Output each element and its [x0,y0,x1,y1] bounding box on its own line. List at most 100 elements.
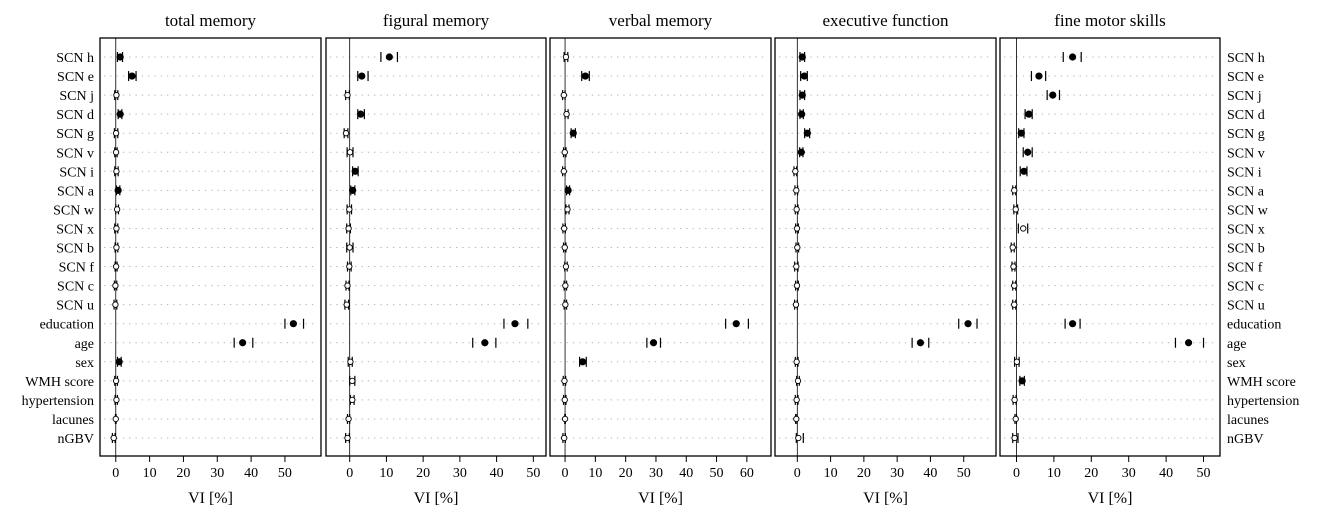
point-scn-f [1010,263,1017,270]
x-axis-title: VI [%] [1088,490,1133,507]
point-wmh-score [561,377,568,384]
x-tick-label: 60 [740,466,754,481]
point-scn-b [561,244,568,251]
row-label-right-scn-h: SCN h [1227,51,1265,66]
point-age [916,339,925,347]
point-scn-j [798,91,806,99]
x-axis-title: VI [%] [414,490,459,507]
row-label-right-education: education [1227,318,1281,333]
point-age [1184,339,1193,347]
row-label-left-lacunes: lacunes [52,413,94,428]
point-age [649,339,658,347]
point-scn-e [800,72,808,80]
point-scn-h [798,53,806,61]
point-education [289,320,297,328]
x-tick-label: 0 [1013,466,1020,481]
row-label-left-age: age [75,337,94,352]
x-tick-label: 0 [794,466,801,481]
panel-frame [774,37,997,457]
point-scn-i [792,168,799,175]
point-scn-v [346,149,354,156]
row-label-left-scn-u: SCN u [56,299,94,314]
row-label-left-scn-v: SCN v [56,146,94,161]
point-scn-a [349,186,357,194]
point-scn-g [569,129,577,137]
row-label-right-scn-f: SCN f [1227,261,1263,276]
point-wmh-score [1018,377,1026,385]
point-scn-h [1068,53,1077,61]
x-axis-title: VI [%] [863,490,908,507]
point-scn-d [357,110,365,118]
point-sex [1013,358,1021,365]
panel-title: verbal memory [609,11,713,30]
point-scn-h [116,53,124,61]
point-scn-j [344,91,351,99]
x-tick-label: 0 [346,466,353,481]
x-tick-label: 0 [562,466,569,481]
point-scn-g [1017,129,1025,137]
panel-title: figural memory [383,11,490,30]
x-tick-label: 10 [588,466,602,481]
point-scn-e [358,72,366,80]
point-scn-g [112,130,120,137]
point-scn-e [581,72,589,80]
point-ngbv [795,434,802,442]
x-tick-label: 20 [619,466,633,481]
point-scn-x [345,225,352,232]
point-scn-x [1020,225,1027,232]
row-label-right-scn-e: SCN e [1227,70,1264,85]
x-tick-label: 10 [824,466,838,481]
row-label-right-scn-j: SCN j [1227,89,1262,104]
left-row-labels: SCN h SCN e SCN j SCN d SCN g SCN v SCN i SCN a… [22,51,95,447]
x-tick-label: 50 [957,466,971,481]
point-scn-w [113,206,121,213]
x-tick-label: 20 [1084,466,1098,481]
point-scn-b [1009,244,1016,251]
point-age [481,339,489,347]
panel-title: executive function [822,11,949,30]
panel-executive-function: executive function 0 10 20 30 40 50 VI [%] [774,11,997,507]
x-tick-label: 20 [416,466,430,481]
row-label-right-scn-g: SCN g [1227,127,1265,142]
point-scn-x [561,225,568,232]
x-tick-label: 30 [453,466,467,481]
row-label-left-sex: sex [75,356,94,371]
point-ngbv [561,434,568,442]
row-label-left-education: education [40,318,94,333]
point-hypertension [561,396,568,404]
row-label-left-scn-g: SCN g [56,127,94,142]
point-scn-v [112,149,120,156]
point-education [964,320,972,328]
row-label-left-wmh-score: WMH score [25,375,94,390]
point-scn-j [1049,91,1057,99]
row-label-left-scn-f: SCN f [59,261,95,276]
point-scn-u [343,301,350,308]
panel-frame [325,37,547,457]
panel-verbal-memory: verbal memory 0 10 20 30 40 50 60 VI [%] [549,11,772,507]
point-ngbv [344,434,351,442]
point-ngbv [1011,434,1018,442]
point-scn-a [564,186,572,194]
point-lacunes [561,415,569,423]
point-scn-f [793,263,800,270]
point-scn-j [560,91,567,99]
point-scn-c [112,282,119,289]
point-age [239,339,247,347]
row-label-right-hypertension: hypertension [1227,394,1299,409]
point-scn-h [385,53,393,61]
x-tick-label: 30 [649,466,663,481]
x-axis-title: VI [%] [638,490,683,507]
point-wmh-score [349,377,356,384]
point-lacunes [345,415,352,423]
point-sex [579,358,587,366]
point-scn-x [793,225,801,232]
x-tick-label: 30 [890,466,904,481]
point-scn-i [113,168,120,175]
row-label-left-scn-x: SCN x [56,222,94,237]
point-scn-b [346,244,353,251]
row-label-left-scn-h: SCN h [56,51,94,66]
x-tick-label: 40 [244,466,258,481]
point-sex [347,358,354,365]
panel-fine-motor-skills: fine motor skills 0 10 20 30 40 50 VI [%] [999,11,1221,507]
row-label-left-scn-b: SCN b [56,242,94,257]
